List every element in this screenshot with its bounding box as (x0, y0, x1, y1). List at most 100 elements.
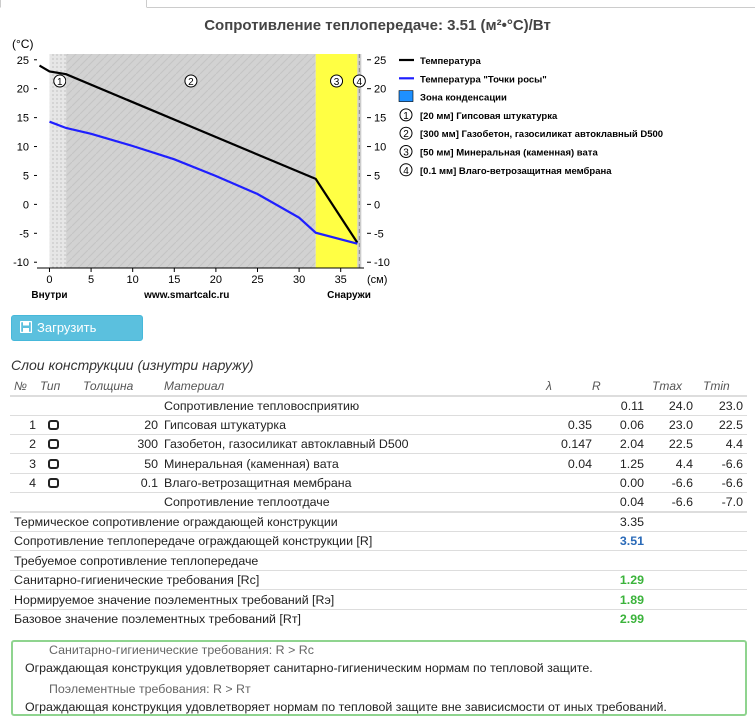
layer-thickness: 300 (80, 434, 164, 454)
y-tick-label-right: 20 (374, 84, 386, 96)
layer-thickness (80, 491, 164, 512)
legend-entry-0: Температура (420, 56, 481, 67)
conclusion-box: Санитарно-гигиенические требования: R > … (11, 640, 747, 716)
layer-lambda (536, 395, 592, 416)
layer-tmax: 22.5 (644, 434, 695, 454)
y-tick-label-right: -10 (374, 257, 390, 269)
inside-label: Внутри (31, 290, 67, 301)
layer-thickness: 20 (80, 414, 164, 435)
legend-entry-4: [300 мм] Газобетон, газосиликат автоклав… (420, 129, 663, 140)
layer-marker-2 (184, 74, 198, 88)
element-note-text: Ограждающая конструкция удовлетворяет но… (25, 700, 667, 714)
legend-marker-3 (399, 145, 413, 158)
col-r: R (592, 376, 644, 397)
transfer-resistance-row: Сопротивление теплопередаче ограждающей … (10, 530, 747, 551)
layer-r: 0.04 (592, 491, 644, 512)
x-axis-label: (см) (367, 274, 387, 286)
layer-num: 1 (10, 414, 40, 435)
legend-marker-4 (399, 163, 413, 177)
active-tab[interactable] (0, 0, 147, 8)
layer-type-icon[interactable] (48, 458, 59, 469)
temperature-line (38, 64, 359, 244)
y-tick-label-left: -10 (13, 257, 29, 269)
y-tick-label-right: -5 (374, 228, 384, 240)
layer-type (40, 491, 80, 512)
layer-r: 0.11 (592, 395, 644, 416)
layer-band-1 (49, 54, 67, 268)
transfer-resistance-label: Сопротивление теплопередаче ограждающей … (10, 530, 592, 551)
layer-type-icon[interactable] (48, 477, 59, 488)
temperature-chart: 1 2 3 4 25 25 20 20 15 15 10 10 5 5 0 0 -5 -5 -10 -10 0 5 10 15… (12, 37, 663, 301)
outside-label: Снаружи (327, 290, 371, 301)
layer-num: 2 (10, 434, 40, 454)
thermal-resistance-value: 3.35 (592, 510, 644, 532)
layers-table: № Тип Толщина Материал λ R Tmax Tmin Соп… (10, 376, 747, 629)
legend-marker-1 (399, 108, 413, 122)
legend-box (398, 90, 414, 102)
layer-type (40, 414, 80, 435)
col-type: Тип (40, 376, 80, 397)
y-tick-label-right: 10 (374, 142, 386, 154)
legend-marker-label-1: 1 (403, 111, 409, 122)
table-row: 3 50 Минеральная (каменная) вата 0.04 1.25 4.… (10, 453, 747, 474)
layer-marker-label-2: 2 (188, 77, 194, 88)
layer-lambda (536, 472, 592, 493)
legend-entry-1: Температура "Точки росы" (420, 74, 547, 85)
normative-label: Нормируемое значение поэлементных требов… (10, 589, 592, 610)
layer-marker-3 (330, 74, 344, 88)
layer-lambda: 0.147 (536, 434, 592, 454)
layer-r: 0.06 (592, 414, 644, 435)
thermal-resistance-label: Термическое сопротивление ограждающей ко… (10, 510, 592, 532)
legend-entry-2: Зона конденсации (420, 93, 507, 104)
save-icon (20, 321, 32, 333)
base-label: Базовое значение поэлементных требований… (10, 608, 592, 629)
y-tick-label-left: 0 (23, 199, 29, 211)
layer-type (40, 472, 80, 493)
table-row: Сопротивление тепловосприятию 0.11 24.0 23.… (10, 395, 747, 416)
col-num: № (10, 376, 40, 397)
legend-entry-6: [0.1 мм] Влаго-ветрозащитная мембрана (420, 166, 612, 177)
element-note-title: Поэлементные требования: R > Rт (49, 682, 251, 696)
layer-material: Влаго-ветрозащитная мембрана (164, 472, 536, 493)
base-value: 2.99 (592, 608, 644, 629)
y-tick-label-left: 10 (17, 142, 29, 154)
layer-marker-4 (352, 74, 366, 88)
layer-tmax: 4.4 (644, 453, 695, 474)
col-material: Материал (164, 376, 536, 397)
required-label: Требуемое сопротивление теплопередаче (10, 550, 747, 571)
layer-marker-label-3: 3 (334, 77, 340, 88)
legend-marker-label-2: 2 (403, 129, 409, 140)
legend-entry-5: [50 мм] Минеральная (каменная) вата (420, 148, 598, 159)
sanitary-label: Санитарно-гигиенические требования [Rc] (10, 569, 592, 590)
base-row: Базовое значение поэлементных требований… (10, 608, 747, 629)
layer-lambda: 0.35 (536, 414, 592, 435)
layer-lambda: 0.04 (536, 453, 592, 474)
layers-heading: Слои конструкции (изнутри наружу) (11, 357, 254, 373)
layer-num (10, 395, 40, 416)
y-axis-label: (°С) (12, 37, 33, 51)
layer-tmin: -7.0 (695, 491, 747, 512)
x-tick-label: 25 (251, 274, 263, 286)
layer-type-icon[interactable] (48, 419, 59, 430)
thermal-resistance-row: Термическое сопротивление ограждающей ко… (10, 510, 747, 532)
layer-tmax: 23.0 (644, 414, 695, 435)
upload-chart-button[interactable]: Загрузить график (11, 315, 143, 359)
layer-material: Сопротивление тепловосприятию (164, 395, 536, 416)
legend-marker-label-4: 4 (403, 166, 409, 177)
layer-tmin: -6.6 (695, 453, 747, 474)
col-tmin: Tmin (695, 376, 747, 397)
table-row: Сопротивление теплоотдаче 0.04 -6.6 -7.0 (10, 491, 747, 512)
legend-entry-3: [20 мм] Гипсовая штукатурка (420, 111, 558, 122)
layer-type-icon[interactable] (48, 439, 59, 450)
sanitary-value: 1.29 (592, 569, 644, 590)
layer-marker-1 (53, 74, 67, 88)
y-tick-label-left: -5 (19, 228, 29, 240)
layer-lambda (536, 491, 592, 512)
layer-thickness: 50 (80, 453, 164, 474)
layer-marker-label-1: 1 (57, 77, 63, 88)
layer-r: 1.25 (592, 453, 644, 474)
layer-thickness (80, 395, 164, 416)
normative-row: Нормируемое значение поэлементных требов… (10, 589, 747, 610)
layer-type (40, 434, 80, 454)
y-tick-label-left: 20 (17, 84, 29, 96)
